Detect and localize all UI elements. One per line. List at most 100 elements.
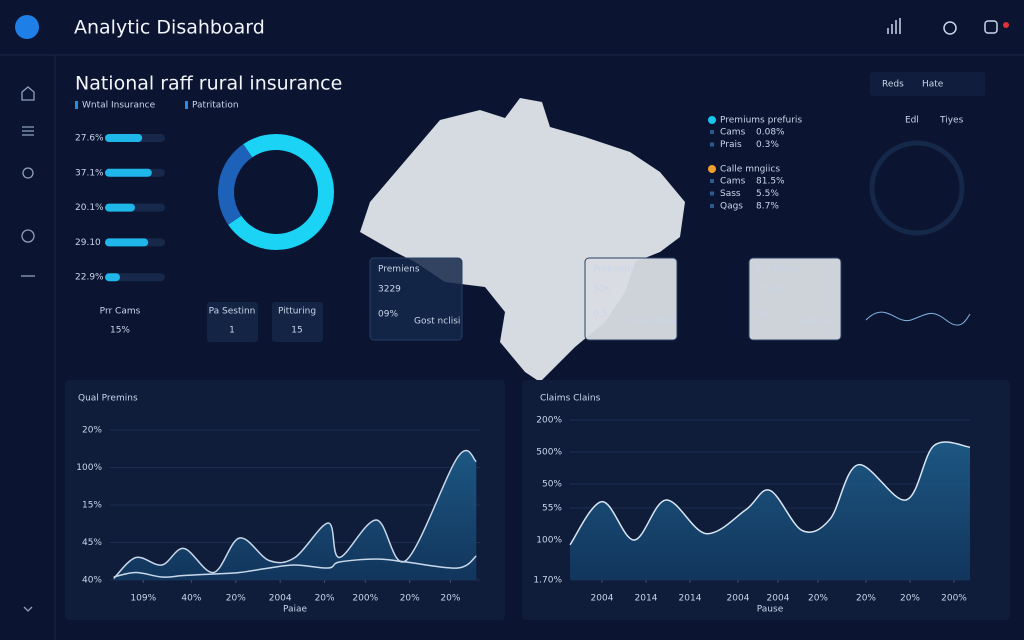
row-value: 0.08% (756, 128, 785, 138)
logo[interactable] (15, 15, 39, 39)
bar-fill (105, 134, 143, 142)
y-tick-label: 45% (82, 538, 102, 548)
header-icons (887, 18, 998, 35)
x-tick-label: 2014 (679, 594, 702, 604)
stat-label: Prr Cams (100, 307, 141, 317)
group-title: Calle mngiics (720, 165, 780, 175)
legend-swatch (185, 101, 188, 109)
panel-title: National raff rural insurance (75, 73, 342, 95)
y-tick-label: 15% (82, 501, 102, 511)
bar-label: 27.6% (75, 134, 104, 144)
card-note: Cosst mde (629, 317, 677, 327)
row-swatch (710, 130, 714, 134)
toggle[interactable]: Tiyes (939, 116, 964, 126)
y-tick-label: 50% (542, 480, 562, 490)
bar-fill (105, 203, 135, 212)
legend-swatch (75, 101, 78, 109)
donut-segment (218, 144, 253, 225)
stat-label: Pa Sestinn (209, 307, 256, 317)
y-tick-label: 100% (76, 463, 102, 473)
collapse-icon[interactable] (23, 606, 33, 612)
card-sub: 0,5 (593, 310, 607, 320)
line (569, 441, 971, 546)
group-title: Premiums prefuris (720, 116, 802, 126)
app-title: Analytic Disahboard (74, 17, 265, 39)
sidebar-icons (21, 86, 35, 612)
chart-title: Qual Premins (78, 394, 138, 404)
group-dot (708, 165, 716, 173)
y-tick-label: 20% (82, 426, 102, 436)
notification-dot (1003, 22, 1009, 28)
row-swatch (710, 204, 714, 208)
row-value: 5.5% (756, 189, 779, 199)
card-sub: 09% (378, 310, 398, 320)
line (113, 555, 477, 578)
map-card (369, 257, 463, 341)
card-title: Premiens (593, 265, 635, 275)
x-axis-label: Paiae (283, 605, 308, 615)
donut-segment (228, 134, 334, 250)
bar-fill (105, 168, 152, 177)
bar-label: 20.1% (75, 203, 104, 213)
toggle[interactable]: Edl (905, 116, 919, 126)
row-label: Qags (720, 202, 743, 212)
chart-title: Claims Clains (540, 394, 601, 404)
x-tick-label: 2004 (269, 594, 292, 604)
tab[interactable]: Hate (922, 80, 944, 90)
settings-icon[interactable] (22, 167, 34, 179)
y-tick-label: 40% (82, 576, 102, 586)
x-tick-label: 2004 (727, 594, 750, 604)
card-value: 3229 (378, 285, 401, 295)
x-tick-label: 20% (226, 594, 246, 604)
bar-label: 22.9% (75, 273, 104, 283)
stat-label: Pitturing (278, 307, 316, 317)
line (113, 449, 477, 580)
map-card (748, 257, 842, 341)
row-label: Cams (720, 128, 746, 138)
bar-fill (105, 238, 149, 247)
area (570, 442, 970, 580)
y-tick-label: 1.70% (533, 576, 562, 586)
profile-icon[interactable] (984, 20, 998, 34)
power-icon[interactable] (943, 21, 957, 35)
stat-value: 1 (229, 326, 235, 336)
x-tick-label: 20% (808, 594, 828, 604)
home-icon[interactable] (21, 86, 35, 101)
tab-bar (870, 72, 985, 96)
card-value: 30K (593, 285, 611, 295)
card-sub: 05.3 (757, 310, 777, 320)
bar-label: 37.1% (75, 168, 104, 178)
help-icon[interactable] (21, 229, 35, 243)
legend-label: Patritation (192, 101, 239, 111)
x-axis-label: Pause (757, 605, 784, 615)
x-tick-label: 2014 (635, 594, 658, 604)
card-note: Gost nclisi (414, 317, 460, 327)
stats-icon[interactable] (887, 18, 901, 34)
stat-value: 15 (291, 326, 302, 336)
menu-icon[interactable] (22, 126, 34, 136)
y-tick-label: 200% (536, 416, 562, 426)
x-tick-label: 200% (352, 594, 378, 604)
row-swatch (710, 142, 714, 147)
x-tick-label: 20% (856, 594, 876, 604)
x-tick-label: 2004 (767, 594, 790, 604)
bar-label: 29.10 (75, 238, 101, 248)
x-tick-label: 40% (181, 594, 201, 604)
legend-label: Wntal Insurance (82, 101, 156, 111)
y-tick-label: 100% (536, 536, 562, 546)
row-value: 0.3% (756, 140, 779, 150)
x-tick-label: 20% (440, 594, 460, 604)
stat-box (207, 302, 258, 342)
card-value: 21.28 (757, 285, 783, 295)
bar-track (105, 273, 165, 282)
bar-fill (105, 273, 120, 282)
y-tick-label: 55% (542, 504, 562, 514)
row-label: Prais (720, 140, 742, 150)
x-tick-label: 20% (315, 594, 335, 604)
tab[interactable]: Reds (882, 80, 904, 90)
stat-value: 15% (110, 326, 130, 336)
x-tick-label: 109% (130, 594, 156, 604)
row-swatch (710, 191, 714, 196)
